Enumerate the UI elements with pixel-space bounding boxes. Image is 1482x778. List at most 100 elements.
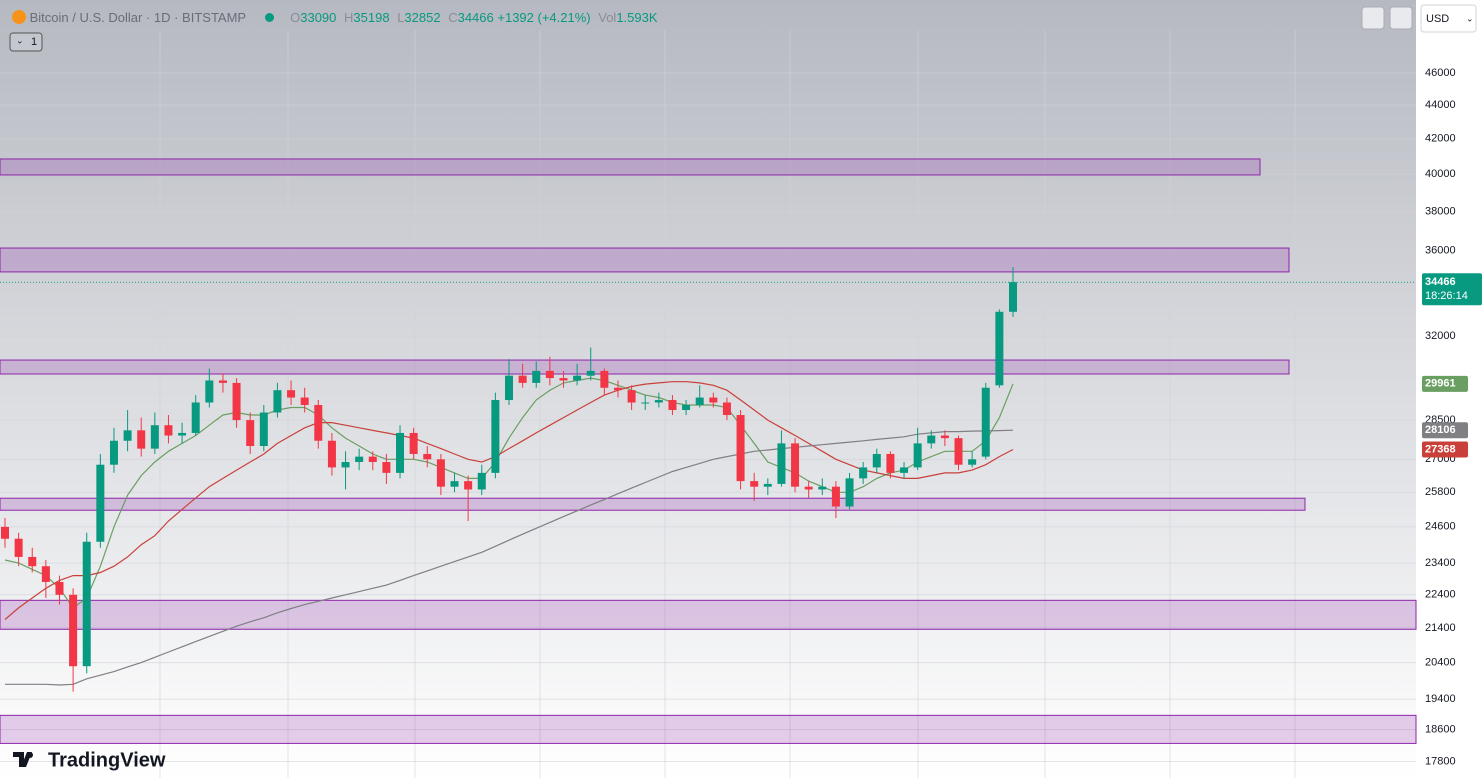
candle-body	[123, 430, 132, 441]
candle-body	[287, 390, 296, 398]
y-tick-label: 46000	[1425, 67, 1456, 79]
candle-body	[28, 556, 37, 567]
moving-average	[4, 377, 1014, 609]
toggle-arrow: ⌄	[16, 35, 24, 45]
candle-body	[613, 387, 622, 391]
candle-body	[654, 400, 663, 403]
candle-body	[682, 404, 691, 410]
y-tick-label: 24600	[1425, 521, 1456, 533]
candle-body	[545, 370, 554, 379]
ma-price-label: 28106	[1425, 424, 1456, 436]
open-value: 33090	[300, 10, 337, 25]
candle-body	[96, 464, 105, 542]
candle-body	[981, 387, 990, 457]
candle-body	[464, 481, 473, 490]
candle-body	[1, 526, 9, 539]
candle-body	[505, 375, 513, 401]
candle-body	[791, 443, 800, 487]
candle-body	[586, 370, 595, 376]
logo: TradingView	[13, 749, 166, 771]
candle-body	[900, 467, 909, 473]
candle-body	[1009, 282, 1017, 312]
candle-body	[573, 375, 582, 381]
y-tick-label: 19400	[1425, 693, 1456, 705]
y-tick-label: 32000	[1425, 330, 1456, 342]
countdown-label: 18:26:14	[1425, 290, 1468, 302]
screenshot-button[interactable]	[1389, 6, 1413, 30]
candle-body	[55, 581, 64, 595]
candle-body	[804, 486, 813, 490]
candle-body	[150, 425, 159, 449]
candle-body	[518, 375, 527, 383]
candle-body	[69, 594, 78, 667]
candle-body	[327, 440, 336, 468]
candle-body	[968, 459, 977, 465]
candle-body	[777, 443, 786, 484]
candle-body	[477, 472, 486, 490]
last-price-tag	[1422, 273, 1482, 306]
zone	[0, 247, 1290, 273]
candle-body	[300, 397, 309, 405]
zone	[0, 599, 1417, 630]
symbol-title: Bitcoin / U.S. Dollar · 1D · BITSTAMP	[29, 10, 246, 25]
candle-body	[218, 380, 227, 383]
candle-body	[259, 412, 268, 447]
candle-body	[273, 390, 282, 413]
candle-body	[341, 462, 350, 468]
candle-body	[82, 541, 91, 667]
moving-average	[4, 381, 1014, 620]
logo-text: TradingView	[48, 749, 166, 771]
candle-body	[695, 397, 704, 405]
candle-body	[627, 390, 636, 403]
vol-letter: Vol	[598, 10, 617, 25]
moving-average	[5, 429, 1014, 686]
currency-select[interactable]	[1420, 4, 1477, 33]
y-tick-label: 17800	[1425, 755, 1456, 767]
currency-label: USD	[1426, 13, 1449, 25]
ma-price-tag	[1422, 375, 1468, 392]
y-tick-label: 44000	[1425, 99, 1456, 111]
candle-body	[355, 456, 364, 463]
candle-body	[137, 430, 146, 449]
low-value: 32852	[404, 10, 441, 25]
candle-body	[436, 459, 445, 487]
candle-body	[818, 486, 827, 490]
candle-body	[368, 456, 377, 463]
zone	[0, 714, 1417, 744]
candle-body	[859, 467, 868, 479]
change-value: +1392 (+4.21%)	[497, 10, 591, 25]
candle-body	[191, 402, 200, 433]
candle-body	[232, 382, 241, 421]
ma-price-tag	[1422, 422, 1468, 439]
o-letter: O	[290, 10, 301, 25]
y-tick-label: 22400	[1425, 589, 1456, 601]
status-dot	[265, 13, 275, 22]
candle-body	[722, 402, 731, 416]
candle-body	[314, 404, 323, 441]
y-tick-label: 23400	[1425, 557, 1456, 569]
ma-price-label: 29961	[1425, 378, 1456, 390]
h-letter: H	[344, 10, 354, 25]
candle-body	[845, 478, 854, 507]
y-tick-label: 21400	[1425, 622, 1456, 634]
candle-body	[995, 311, 1004, 386]
indicator-toggle[interactable]	[9, 32, 43, 52]
candle-body	[750, 481, 759, 487]
candle-body	[178, 432, 187, 436]
high-value: 35198	[353, 10, 390, 25]
candle-body	[940, 435, 949, 439]
zone	[0, 497, 1306, 511]
candle-body	[450, 481, 459, 487]
scroll-button[interactable]	[1361, 6, 1385, 30]
candle-body	[641, 402, 650, 404]
candle-body	[913, 443, 922, 468]
dropdown-arrow: ⌄	[1466, 13, 1474, 23]
candle-body	[246, 420, 255, 447]
candle-body	[763, 483, 772, 487]
candle-body	[927, 435, 936, 444]
coin-icon	[12, 10, 26, 24]
y-tick-label: 36000	[1425, 245, 1456, 257]
candle-body	[423, 453, 432, 460]
